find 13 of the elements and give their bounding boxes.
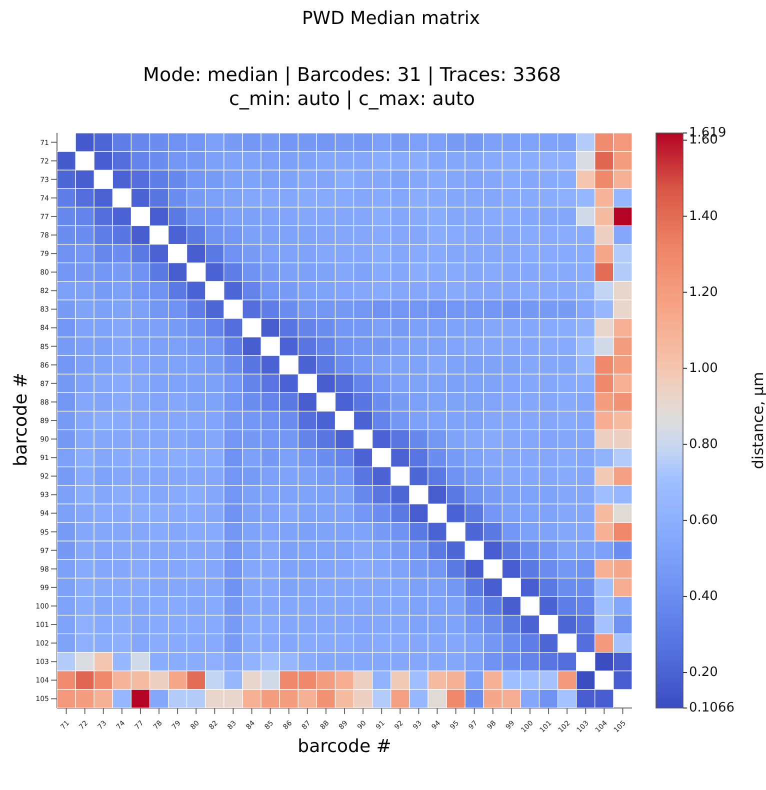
color-bar-label: 0.80 [689, 436, 718, 452]
chart-title: PWD Median matrix [300, 8, 482, 29]
y-axis-title: barcode # [10, 371, 32, 468]
color-bar-label: 0.20 [689, 664, 718, 680]
color-bar-label: 0.1066 [689, 700, 734, 716]
x-axis-title: barcode # [296, 736, 392, 757]
color-bar-label: 0.60 [689, 512, 718, 528]
color-bar-label: 1.40 [689, 208, 718, 224]
color-bar-label: 0.40 [689, 588, 718, 604]
color-bar-title: distance, µm [749, 372, 766, 470]
color-bar-label: 1.00 [689, 360, 718, 376]
color-bar-label: 1.20 [689, 284, 718, 300]
chart-subtitle: Mode: median | Barcodes: 31 | Traces: 3368 c_min: auto | c_max: auto [142, 64, 562, 110]
